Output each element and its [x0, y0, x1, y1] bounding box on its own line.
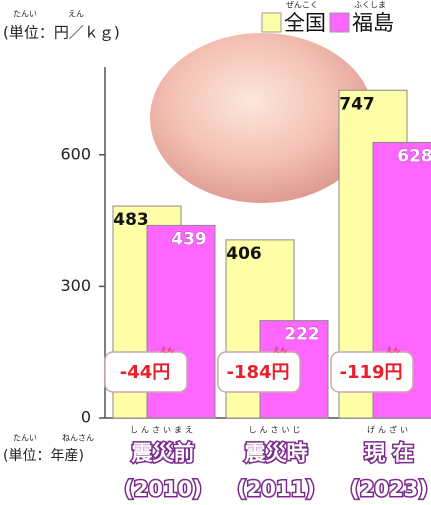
- y-tick-label: 0: [81, 408, 91, 427]
- y-tick-label: 300: [60, 276, 91, 295]
- annotation-box: [104, 351, 188, 393]
- category-label: 現 在: [364, 441, 413, 465]
- legend-label: 全国: [284, 11, 326, 35]
- annotation-ruby: えん: [273, 346, 287, 354]
- category-ruby: げんざい: [367, 425, 411, 435]
- value-label: 406: [226, 244, 262, 264]
- category-label: 震災前: [132, 441, 195, 465]
- category-year: (2011): [237, 477, 315, 501]
- peach-image: [150, 33, 374, 203]
- annotation-ruby: えん: [386, 346, 400, 354]
- legend-swatch: [329, 12, 350, 33]
- value-label: 628: [397, 146, 431, 166]
- value-label: 439: [171, 229, 207, 249]
- y-tick-label: 600: [60, 144, 91, 163]
- unit-ruby: たんい: [13, 10, 37, 19]
- annotation-box: [330, 351, 414, 393]
- value-label: 747: [339, 94, 375, 114]
- unit-ruby: えん: [68, 10, 84, 19]
- annotation-box: [217, 351, 301, 393]
- legend-ruby: ぜんこく: [286, 1, 318, 10]
- legend-ruby: ふくしま: [354, 1, 386, 10]
- annotation-label: -119円: [339, 362, 402, 383]
- x-unit-ruby: ねんさん: [62, 434, 94, 443]
- annotation-label: -44円: [120, 362, 171, 383]
- x-unit-ruby: たんい: [13, 434, 37, 443]
- unit-label: (単位：円／ｋｇ): [3, 24, 120, 42]
- value-label: 222: [284, 325, 320, 345]
- category-label: 震災時: [245, 441, 308, 465]
- category-year: (2010): [124, 477, 202, 501]
- value-label: 483: [113, 210, 149, 230]
- x-unit-label: (単位：年産): [3, 448, 84, 464]
- category-ruby: しんさいじ: [249, 426, 304, 435]
- legend-swatch: [261, 12, 282, 33]
- annotation-label: -184円: [226, 362, 289, 383]
- category-ruby: しんさいまえ: [130, 426, 196, 435]
- annotation-ruby: えん: [160, 346, 174, 354]
- legend-label: 福島: [352, 11, 394, 35]
- category-year: (2023): [350, 477, 428, 501]
